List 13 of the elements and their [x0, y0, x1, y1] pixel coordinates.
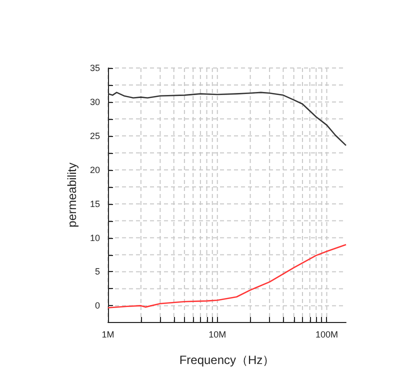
- y-tick-label: 15: [90, 198, 100, 209]
- y-tick-label: 10: [90, 232, 100, 243]
- y-tick-label: 30: [90, 96, 100, 107]
- y-tick-label: 20: [90, 164, 100, 175]
- x-tick-label: 10M: [208, 330, 226, 340]
- y-tick-label: 25: [90, 130, 100, 141]
- x-tick-label: 100M: [315, 330, 338, 340]
- y-tick-label: 0: [94, 300, 100, 311]
- y-tick-label: 35: [90, 63, 100, 73]
- x-tick-label: 1M: [102, 330, 114, 340]
- y-axis-title: permeability: [65, 162, 79, 228]
- x-axis-title: Frequency（Hz）: [179, 353, 275, 367]
- y-tick-label: 5: [94, 266, 100, 277]
